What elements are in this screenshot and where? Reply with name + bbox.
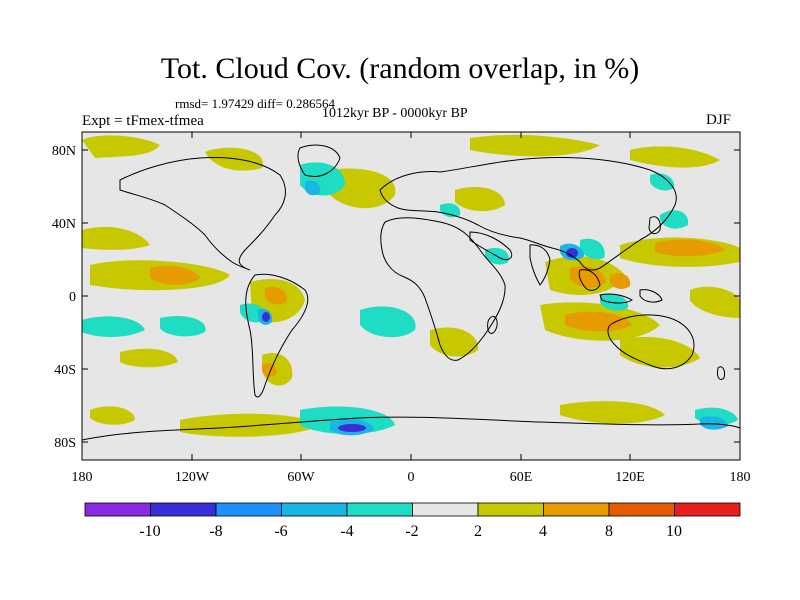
coastlines (82, 144, 740, 441)
colorbar-label: -4 (340, 523, 353, 540)
y-tick-label: 40N (52, 217, 76, 232)
colorbar-swatch (346, 502, 413, 517)
x-tick-label: 180 (730, 470, 751, 485)
colorbar-label: -10 (139, 523, 160, 540)
colorbar-label: 2 (474, 523, 482, 540)
colorbar-label: -8 (209, 523, 222, 540)
y-tick-label: 80S (54, 436, 76, 451)
y-axis-labels: 80N 40N 0 40S 80S (52, 144, 76, 451)
colorbar-labels: -10 -8 -6 -4 -2 2 4 8 10 (139, 523, 682, 540)
x-tick-label: 120W (175, 470, 210, 485)
colorbar (84, 502, 741, 517)
colorbar-swatch (477, 502, 544, 517)
map-title: Tot. Cloud Cov. (random overlap, in %) (160, 52, 640, 85)
colorbar-swatch (608, 502, 675, 517)
strong-negative-regions (262, 248, 578, 432)
colorbar-swatch (412, 502, 479, 517)
colorbar-label: -6 (274, 523, 287, 540)
x-tick-label: 0 (408, 470, 415, 485)
colorbar-swatch (281, 502, 348, 517)
colorbar-label: 8 (605, 523, 613, 540)
period-label: 1012kyr BP - 0000kyr BP (322, 106, 468, 121)
colorbar-swatch (543, 502, 610, 517)
colorbar-label: 10 (666, 523, 682, 540)
colorbar-swatch (215, 502, 282, 517)
orange-anomaly-regions (150, 239, 725, 377)
y-tick-label: 80N (52, 144, 76, 159)
x-tick-label: 180 (72, 470, 93, 485)
x-tick-label: 60W (287, 470, 315, 485)
y-tick-label: 40S (54, 363, 76, 378)
x-axis-labels: 180 120W 60W 0 60E 120E 180 (72, 470, 751, 485)
x-tick-label: 60E (510, 470, 533, 485)
experiment-label: Expt = tFmex-tfmea (82, 113, 204, 129)
stats-label: rmsd= 1.97429 diff= 0.286564 (175, 96, 335, 111)
colorbar-swatch (150, 502, 217, 517)
season-label: DJF (706, 112, 732, 128)
x-tick-label: 120E (615, 470, 645, 485)
y-tick-label: 0 (69, 290, 76, 305)
colorbar-swatch (674, 502, 741, 517)
colorbar-swatch (84, 502, 151, 517)
colorbar-label: -2 (405, 523, 418, 540)
anomaly-fields (82, 134, 740, 437)
colorbar-label: 4 (539, 523, 547, 540)
tick-marks (81, 132, 741, 460)
